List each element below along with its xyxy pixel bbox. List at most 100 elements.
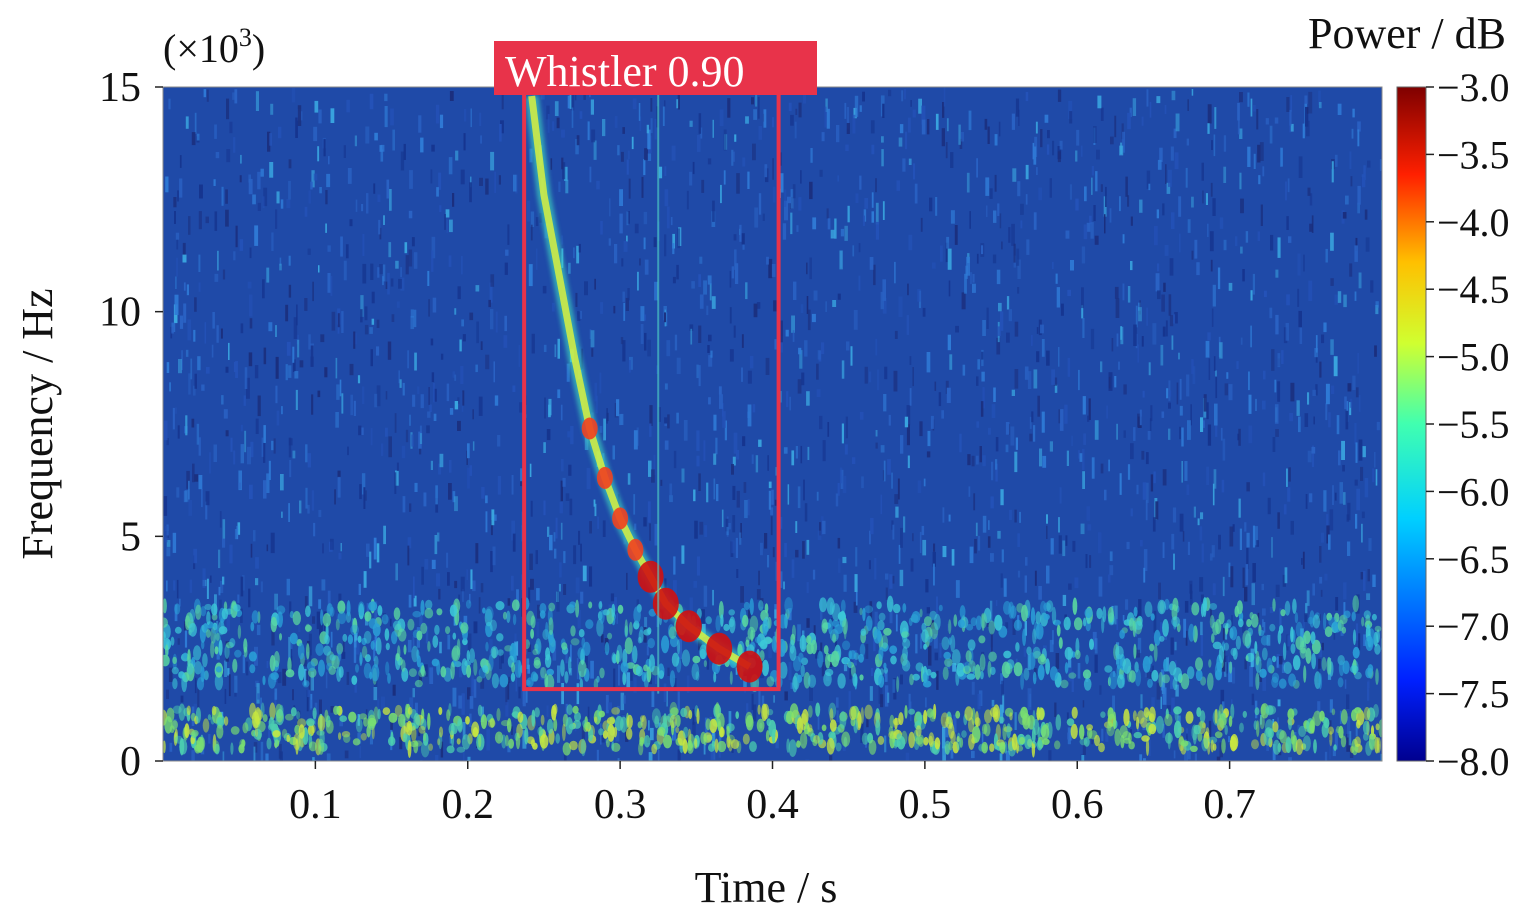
noise-speck [871, 211, 874, 223]
noise-speck [431, 559, 436, 569]
noise-speck [632, 98, 637, 110]
noise-speck [1033, 425, 1036, 442]
noise-speck [969, 272, 973, 285]
noise-speck [454, 308, 457, 315]
band-speck [1256, 720, 1260, 737]
noise-speck [511, 520, 515, 541]
noise-speck [561, 235, 564, 245]
noise-speck [1123, 384, 1127, 395]
noise-speck [327, 590, 331, 612]
noise-speck [255, 557, 259, 569]
noise-speck [807, 309, 811, 331]
noise-speck [424, 558, 429, 570]
band-speck [868, 739, 877, 755]
noise-speck [318, 109, 322, 124]
noise-speck [952, 663, 956, 672]
noise-speck [546, 105, 550, 120]
noise-speck [1104, 214, 1106, 234]
band-speck [1020, 672, 1024, 690]
noise-speck [1199, 526, 1203, 541]
band-speck [1195, 657, 1203, 671]
band-speck [420, 665, 425, 677]
noise-speck [826, 208, 829, 219]
band-speck [311, 724, 316, 734]
noise-speck [471, 675, 474, 693]
noise-speck [1354, 291, 1357, 301]
noise-speck [285, 304, 289, 322]
noise-speck [1269, 307, 1273, 319]
noise-speck [900, 527, 903, 548]
noise-speck [902, 158, 906, 172]
noise-speck [1181, 461, 1183, 483]
noise-speck [1058, 409, 1061, 424]
band-speck [249, 664, 256, 674]
noise-speck [866, 718, 869, 728]
noise-speck [330, 275, 333, 296]
band-speck [622, 671, 627, 686]
band-speck [368, 618, 378, 629]
noise-speck [1092, 631, 1097, 650]
band-speck [1368, 732, 1376, 751]
band-speck [343, 734, 351, 743]
noise-speck [1275, 269, 1279, 278]
noise-speck [772, 117, 775, 128]
noise-speck [427, 411, 431, 418]
band-speck [1155, 715, 1164, 734]
band-speck [1338, 725, 1344, 739]
noise-speck [245, 661, 249, 676]
band-speck [611, 741, 615, 751]
noise-speck [587, 706, 590, 720]
band-speck [1259, 668, 1267, 678]
whistler-detection[interactable]: Whistler 0.90 [494, 41, 817, 692]
noise-speck [1016, 248, 1020, 266]
noise-speck [1363, 634, 1366, 646]
band-speck [420, 741, 430, 758]
band-speck [346, 600, 351, 617]
colorbar: −3.0−3.5−4.0−4.5−5.0−5.5−6.0−6.5−7.0−7.5… [1308, 9, 1510, 784]
noise-speck [1252, 563, 1256, 583]
band-speck [1354, 671, 1362, 680]
noise-speck [1285, 323, 1289, 341]
noise-speck [454, 496, 458, 512]
noise-speck [1005, 444, 1009, 453]
band-speck [562, 742, 571, 756]
band-speck [1190, 745, 1198, 752]
noise-speck [341, 311, 344, 333]
noise-speck [758, 687, 761, 707]
noise-speck [1263, 622, 1266, 633]
noise-speck [693, 581, 697, 588]
band-speck [616, 644, 623, 663]
noise-speck [770, 516, 773, 536]
noise-speck [664, 100, 666, 107]
noise-speck [304, 298, 308, 311]
band-speck [1162, 619, 1169, 637]
band-speck [1238, 618, 1244, 628]
noise-speck [238, 470, 242, 491]
band-speck [348, 711, 357, 723]
band-speck [266, 737, 272, 750]
noise-speck [729, 349, 734, 362]
noise-speck [1082, 396, 1086, 415]
band-speck [909, 673, 914, 686]
band-speck [329, 654, 336, 661]
noise-speck [408, 210, 413, 219]
band-speck [994, 614, 1003, 631]
noise-speck [343, 145, 346, 158]
noise-speck [925, 697, 927, 708]
noise-speck [1029, 433, 1033, 442]
noise-speck [1170, 637, 1174, 655]
noise-speck [1009, 509, 1012, 520]
band-speck [1309, 720, 1315, 733]
noise-speck [627, 150, 630, 160]
noise-speck [311, 490, 315, 511]
noise-speck [1076, 129, 1080, 146]
noise-speck [531, 333, 535, 354]
noise-speck [1207, 223, 1209, 237]
noise-speck [1239, 128, 1243, 139]
noise-speck [1135, 305, 1138, 328]
colorbar-tick-label: −3.5 [1437, 132, 1510, 177]
noise-speck [535, 248, 538, 270]
noise-speck [286, 341, 291, 356]
noise-speck [472, 580, 476, 592]
